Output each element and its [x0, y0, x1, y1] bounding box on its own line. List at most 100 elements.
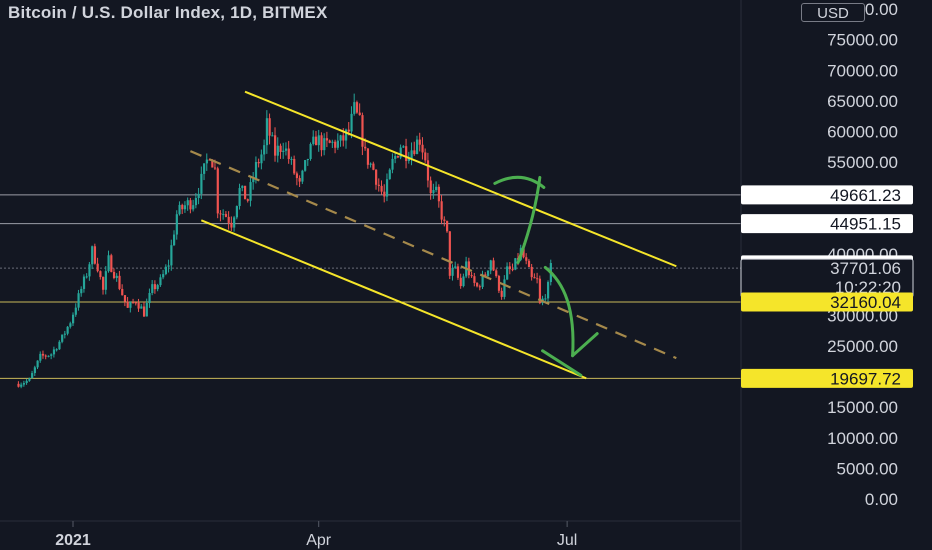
candle-body — [96, 263, 99, 272]
candle-body — [52, 349, 56, 355]
candle — [194, 193, 198, 209]
candle — [265, 110, 269, 154]
candle-body — [407, 158, 410, 161]
candle — [126, 297, 129, 308]
candle — [132, 298, 135, 304]
candle-body — [170, 245, 173, 266]
channel-middle-line — [189, 150, 677, 360]
candle — [33, 365, 36, 376]
y-tick-label: 5000.00 — [837, 459, 898, 478]
candle — [159, 274, 162, 287]
candle-body — [391, 158, 394, 170]
candle — [99, 270, 102, 280]
candle-body — [82, 276, 86, 289]
candle-body — [211, 159, 214, 168]
candle — [293, 155, 296, 175]
candle — [274, 127, 277, 162]
candle-body — [137, 302, 140, 309]
candle — [421, 137, 424, 160]
candle-body — [432, 190, 435, 194]
candle-body — [421, 144, 424, 153]
candle — [17, 381, 20, 388]
candle — [432, 183, 435, 199]
candle — [508, 262, 511, 275]
candle-body — [63, 333, 67, 335]
price-axis[interactable]: 0.005000.0010000.0015000.0020000.0025000… — [827, 0, 898, 509]
candle-body — [140, 306, 143, 309]
candle-body — [241, 185, 244, 189]
price-badge-value: 32160.04 — [830, 293, 901, 312]
candle — [55, 348, 58, 352]
candle-body — [314, 136, 318, 146]
candle — [473, 272, 476, 287]
price-badge: 32160.04 — [741, 292, 913, 312]
candle-body — [39, 353, 42, 361]
candle-body — [200, 173, 203, 194]
candle — [511, 263, 514, 272]
candle — [72, 312, 75, 326]
candle — [85, 273, 88, 279]
candle-body — [320, 135, 323, 151]
candle — [175, 210, 178, 240]
candle-body — [22, 383, 26, 385]
candle — [123, 295, 127, 307]
candle-body — [205, 159, 208, 164]
candle — [91, 245, 94, 270]
candle — [235, 205, 238, 220]
candle-body — [312, 136, 315, 144]
candle — [544, 294, 547, 302]
candle-body — [164, 266, 168, 275]
candle-body — [426, 160, 430, 181]
candle-body — [536, 278, 539, 280]
candle-body — [99, 271, 102, 278]
candle-body — [525, 257, 528, 261]
candle-body — [69, 323, 72, 327]
candle-body — [383, 191, 386, 197]
candle-body — [91, 246, 94, 265]
candle-body — [476, 282, 479, 287]
candle — [495, 268, 498, 278]
candle — [415, 135, 419, 155]
candle-body — [80, 288, 83, 294]
candle — [115, 273, 118, 282]
candle — [476, 282, 479, 288]
candle-body — [107, 255, 110, 272]
candle-body — [257, 162, 260, 164]
candle-body — [287, 148, 290, 160]
candle — [183, 201, 187, 213]
price-badge-box — [741, 292, 913, 312]
candle-body — [413, 150, 416, 155]
candle-body — [263, 145, 266, 155]
x-tick-label: Jul — [557, 532, 577, 549]
candle-body — [61, 334, 64, 342]
candle-body — [224, 214, 228, 217]
candle — [20, 382, 23, 389]
candle — [497, 274, 501, 294]
price-badge: 49661.23 — [741, 185, 913, 205]
candle-body — [500, 290, 503, 297]
candle — [260, 149, 263, 170]
candle — [287, 140, 290, 164]
candle-body — [489, 260, 492, 271]
candle — [350, 106, 353, 139]
candle — [77, 289, 80, 311]
arrow-up-head — [493, 175, 546, 189]
candle-body — [402, 146, 405, 148]
candle-body — [156, 285, 159, 290]
channel-lower-line — [200, 219, 587, 380]
candle — [503, 275, 506, 300]
candle-body — [486, 270, 490, 276]
candle-body — [36, 360, 39, 368]
candle — [451, 264, 454, 281]
time-axis[interactable]: 2021 Apr Jul — [55, 521, 577, 549]
candle-body — [233, 217, 236, 228]
candle — [440, 194, 443, 225]
candle — [500, 287, 503, 300]
candle-body — [377, 184, 380, 186]
currency-button[interactable]: USD — [801, 3, 865, 22]
candle-body — [31, 373, 34, 379]
x-tick-label: Apr — [306, 532, 332, 549]
candle-body — [252, 178, 255, 183]
candle-body — [254, 162, 258, 179]
